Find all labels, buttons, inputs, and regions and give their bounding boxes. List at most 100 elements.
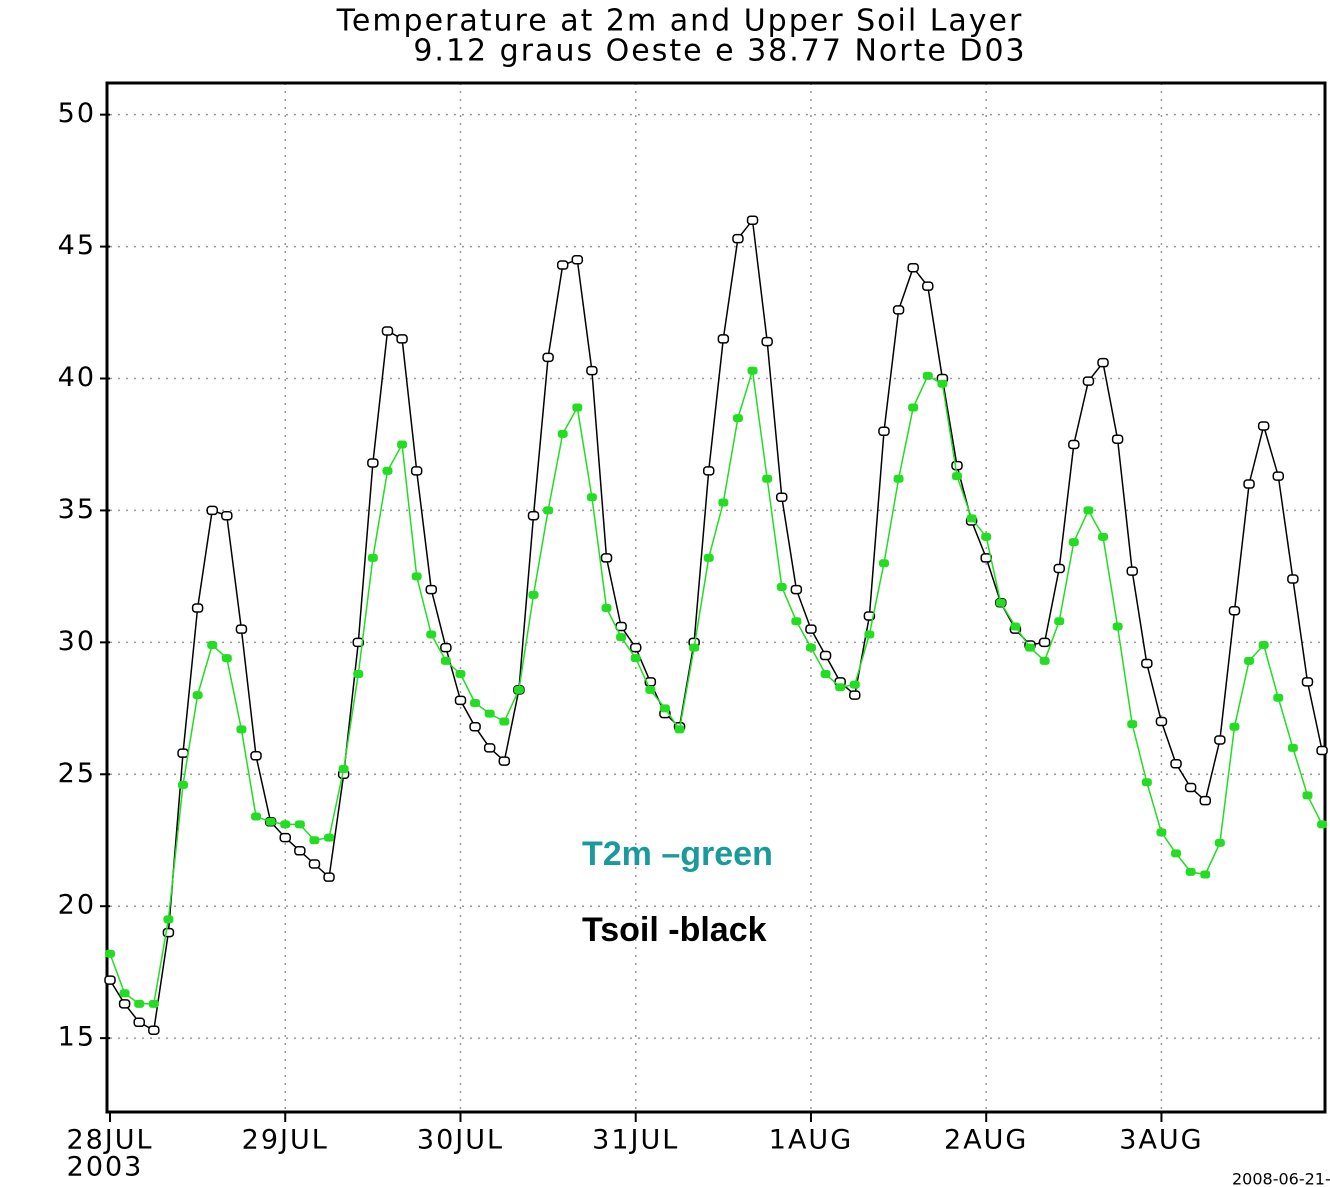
y-tick-label: 35 [58,494,96,525]
point-marker [1025,643,1036,652]
point-marker [265,817,276,826]
series-line [109,370,1323,1005]
point-marker [543,506,554,515]
point-marker [995,598,1006,607]
point-marker [981,532,992,541]
point-marker [557,429,568,438]
point-marker [689,643,700,652]
point-marker [922,371,933,380]
point-marker [382,466,393,475]
point-marker [659,704,670,713]
timestamp: 2008-06-21-19 [1232,1170,1330,1187]
point-marker [426,630,437,639]
point-marker [908,403,919,412]
point-marker [1317,820,1328,829]
y-tick-label: 45 [58,230,96,261]
point-marker [762,474,773,483]
point-marker [221,654,232,663]
point-marker [571,255,584,265]
point-marker [454,695,467,706]
annotation: Tsoil -black [582,911,767,949]
point-marker [645,685,656,694]
point-marker [484,709,495,718]
point-marker [600,553,613,563]
y-tick-label: 25 [58,758,96,789]
point-marker [323,872,335,882]
point-marker [352,637,365,648]
series-line [109,218,1323,1032]
point-marker [381,326,394,336]
y-tick-label: 20 [58,890,96,921]
point-marker [1302,791,1313,800]
point-marker [455,670,466,679]
x-tick-label: 31JUL [592,1125,679,1156]
point-marker [308,859,321,869]
point-marker [410,466,423,476]
point-marker [776,492,788,502]
point-marker [542,352,554,363]
point-marker [177,748,189,758]
point-marker [470,699,481,708]
point-marker [718,498,729,507]
point-marker [878,559,889,568]
point-marker [104,975,116,985]
point-marker [1039,656,1050,665]
point-marker [397,440,408,449]
point-marker [396,334,408,344]
point-marker [1243,479,1255,489]
point-marker [1083,506,1094,515]
chart-subtitle: 9.12 graus Oeste e 38.77 Norte D03 [413,34,1026,69]
point-marker [411,572,422,581]
point-marker [235,624,248,634]
y-tick-label: 30 [58,626,96,657]
point-marker [440,642,452,653]
point-marker [1244,656,1255,665]
point-marker [747,366,758,375]
point-marker [1126,566,1138,576]
point-marker [849,680,860,689]
series-t2m [105,366,1328,1008]
point-marker [820,670,831,679]
point-marker [118,999,131,1009]
point-marker [294,820,305,829]
point-marker [703,553,714,562]
point-marker [1097,357,1109,368]
x-tick-label: 30JUL [417,1125,504,1156]
point-marker [1127,720,1138,729]
point-marker [148,1025,160,1035]
point-marker [805,643,816,652]
point-marker [1141,658,1153,669]
plot-frame [105,81,1327,1114]
point-marker [629,642,642,653]
annotation: T2m –green [582,835,773,873]
point-marker [746,215,759,225]
point-marker [469,722,481,732]
point-marker [922,281,934,291]
chart-title: Temperature at 2m and Upper Soil Layer [336,4,1024,39]
point-marker [1170,758,1182,769]
point-marker [1184,782,1197,793]
point-marker [937,379,948,388]
point-marker [761,336,773,347]
point-marker [674,725,685,734]
point-marker [1258,640,1269,649]
point-marker [1112,622,1123,631]
point-marker [1141,778,1152,787]
point-marker [1082,376,1095,386]
x-tick-label: 3AUG [1119,1125,1203,1156]
point-marker [776,582,787,591]
point-marker [1287,743,1298,752]
point-marker [1038,637,1051,648]
point-marker [105,949,115,958]
point-marker [790,584,803,595]
point-marker [907,262,919,273]
point-marker [863,611,876,621]
point-marker [148,999,159,1008]
point-marker [528,590,539,599]
point-marker [616,633,627,642]
x-tick-label: 29JUL [242,1125,329,1156]
point-marker [586,493,597,502]
point-marker [1199,795,1212,806]
point-marker [192,691,203,700]
point-marker [367,458,379,468]
